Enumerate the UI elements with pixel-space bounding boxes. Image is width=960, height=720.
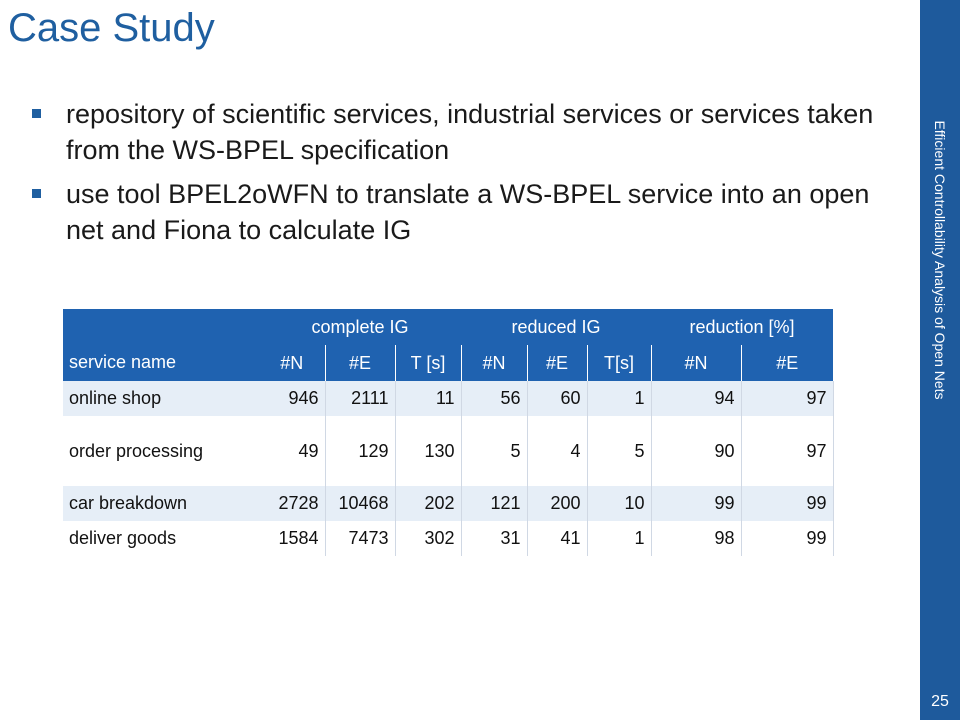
bullet-text: use tool BPEL2oWFN to translate a WS-BPE… xyxy=(66,179,870,245)
subheader-cell: T[s] xyxy=(587,345,652,381)
subheader-cell: #E xyxy=(325,345,396,381)
bullet-item: repository of scientific services, indus… xyxy=(30,96,890,168)
bullet-text: repository of scientific services, indus… xyxy=(66,99,874,165)
table-row: car breakdown 2728 10468 202 121 200 10 … xyxy=(63,486,834,521)
table-row: online shop 946 2111 11 56 60 1 94 97 xyxy=(63,381,834,416)
value-cell: 99 xyxy=(741,486,834,521)
table-row: deliver goods 1584 7473 302 31 41 1 98 9… xyxy=(63,521,834,556)
page-number: 25 xyxy=(931,693,949,710)
header-service-name: service name xyxy=(63,309,259,381)
service-name-cell: deliver goods xyxy=(63,521,259,556)
value-cell: 5 xyxy=(461,416,528,486)
bullet-item: use tool BPEL2oWFN to translate a WS-BPE… xyxy=(30,176,890,248)
subheader-cell: #N xyxy=(259,345,326,381)
value-cell: 1 xyxy=(587,381,652,416)
value-cell: 202 xyxy=(395,486,462,521)
value-cell: 129 xyxy=(325,416,396,486)
value-cell: 31 xyxy=(461,521,528,556)
value-cell: 1 xyxy=(587,521,652,556)
sidebar-title: Efficient Controllability Analysis of Op… xyxy=(932,120,948,400)
value-cell: 200 xyxy=(527,486,588,521)
bullet-list: repository of scientific services, indus… xyxy=(30,96,890,256)
value-cell: 302 xyxy=(395,521,462,556)
value-cell: 56 xyxy=(461,381,528,416)
value-cell: 10 xyxy=(587,486,652,521)
square-bullet-icon xyxy=(32,189,41,198)
service-name-cell: order processing xyxy=(63,416,259,486)
results-table: service name complete IG reduced IG redu… xyxy=(63,309,834,556)
value-cell: 10468 xyxy=(325,486,396,521)
value-cell: 98 xyxy=(651,521,742,556)
value-cell: 130 xyxy=(395,416,462,486)
header-complete-ig: complete IG xyxy=(259,309,462,345)
value-cell: 94 xyxy=(651,381,742,416)
square-bullet-icon xyxy=(32,109,41,118)
table-row: order processing 49 129 130 5 4 5 90 97 xyxy=(63,416,834,486)
subheader-cell: T [s] xyxy=(395,345,462,381)
service-name-cell: car breakdown xyxy=(63,486,259,521)
value-cell: 7473 xyxy=(325,521,396,556)
value-cell: 60 xyxy=(527,381,588,416)
value-cell: 11 xyxy=(395,381,462,416)
value-cell: 99 xyxy=(651,486,742,521)
value-cell: 121 xyxy=(461,486,528,521)
subheader-cell: #E xyxy=(741,345,834,381)
value-cell: 2111 xyxy=(325,381,396,416)
value-cell: 41 xyxy=(527,521,588,556)
service-name-cell: online shop xyxy=(63,381,259,416)
value-cell: 1584 xyxy=(259,521,326,556)
value-cell: 946 xyxy=(259,381,326,416)
value-cell: 99 xyxy=(741,521,834,556)
header-reduction: reduction [%] xyxy=(651,309,834,345)
value-cell: 97 xyxy=(741,381,834,416)
header-reduced-ig: reduced IG xyxy=(461,309,652,345)
value-cell: 5 xyxy=(587,416,652,486)
sidebar-band xyxy=(920,0,960,720)
value-cell: 97 xyxy=(741,416,834,486)
slide-title: Case Study xyxy=(8,6,215,50)
subheader-cell: #E xyxy=(527,345,588,381)
value-cell: 4 xyxy=(527,416,588,486)
value-cell: 49 xyxy=(259,416,326,486)
value-cell: 2728 xyxy=(259,486,326,521)
subheader-cell: #N xyxy=(461,345,528,381)
subheader-cell: #N xyxy=(651,345,742,381)
value-cell: 90 xyxy=(651,416,742,486)
